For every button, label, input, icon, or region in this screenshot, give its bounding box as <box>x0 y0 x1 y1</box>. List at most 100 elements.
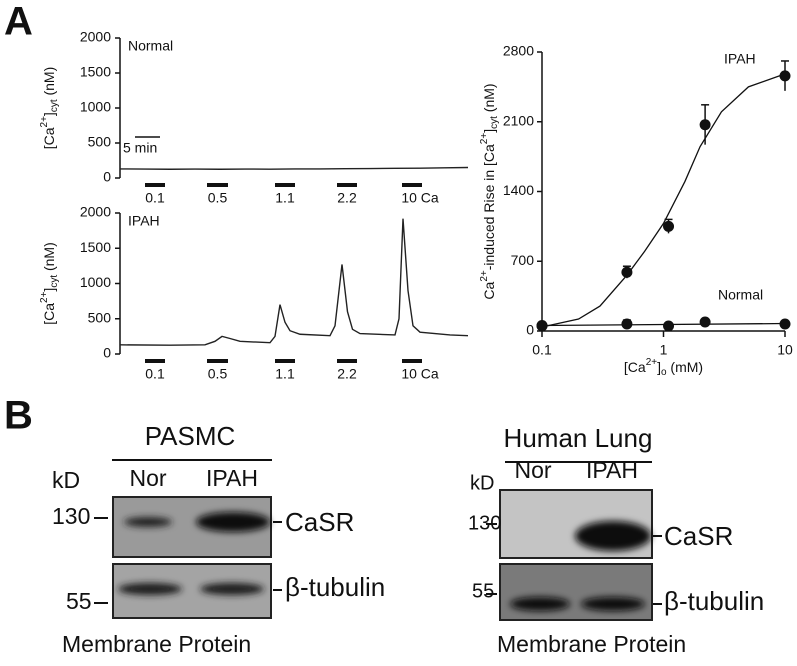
axis-label-part: [Ca <box>41 303 57 325</box>
data-point <box>699 119 711 131</box>
axis-label-part: (nM) <box>481 83 497 116</box>
stimulus-bar <box>402 359 422 363</box>
axis-label-part: [Ca <box>624 359 646 375</box>
y-tick-label: 1500 <box>80 64 111 80</box>
stimulus-label: 0.1 <box>145 366 165 382</box>
blot-membrane <box>499 563 653 621</box>
band <box>575 521 651 551</box>
axis-label-part: ] <box>657 359 661 375</box>
lane-label: Nor <box>129 465 166 491</box>
axis-label-part: ] <box>41 288 57 292</box>
panel-label: B <box>4 394 33 438</box>
band <box>200 583 264 595</box>
unit-label: kD <box>470 472 494 494</box>
unit-label: kD <box>52 467 80 493</box>
chart-title: Normal <box>128 38 173 54</box>
band <box>581 597 645 611</box>
x-tick-label: 10 <box>777 342 793 358</box>
data-point <box>536 320 548 332</box>
stimulus-bar <box>145 183 165 187</box>
blot-right: Human Lung kD Nor IPAH 130 55 CaSR β-tub… <box>468 423 764 657</box>
axis-label-part: o <box>661 367 667 378</box>
axis-label-part: cyt <box>489 116 500 129</box>
data-point <box>779 318 791 330</box>
lane-label: Nor <box>514 457 551 483</box>
y-tick-label: 0 <box>526 322 534 338</box>
panel-label: A <box>4 0 33 44</box>
y-tick-label: 0 <box>103 345 111 361</box>
band <box>124 517 172 527</box>
fit-curve <box>541 73 786 328</box>
stimulus-label: 10 Ca <box>401 366 439 382</box>
stimulus-label: 2.2 <box>337 190 357 206</box>
series-label: IPAH <box>724 51 756 67</box>
scale-bar-label: 5 min <box>123 140 157 156</box>
y-tick-label: 2000 <box>80 29 111 45</box>
lane-label: IPAH <box>586 457 638 483</box>
stimulus-bar <box>402 183 422 187</box>
data-point <box>621 266 633 278</box>
stimulus-bar <box>337 183 357 187</box>
axis-label-part: 2+ <box>39 291 50 303</box>
axis-label-part: 2+ <box>646 357 658 368</box>
stimulus-bar <box>207 359 228 363</box>
blot-title: Human Lung <box>504 423 653 453</box>
caption: Membrane Protein <box>497 631 686 657</box>
chart-title: IPAH <box>128 213 160 229</box>
y-tick-label: 1400 <box>503 182 534 198</box>
y-tick-label: 500 <box>88 309 112 325</box>
x-tick-label: 0.1 <box>532 342 552 358</box>
axis-label: [Ca2+]cyt (nM) <box>39 242 60 325</box>
stimulus-label: 0.5 <box>208 190 228 206</box>
trace <box>119 218 469 346</box>
protein-label: β-tubulin <box>664 586 764 616</box>
data-point <box>621 318 633 330</box>
stimulus-label: 0.5 <box>208 366 228 382</box>
data-point <box>699 316 711 328</box>
axis-label: [Ca2+]o (mM) <box>624 357 703 378</box>
y-tick-label: 1000 <box>80 274 111 290</box>
axis-label-part: ] <box>41 112 57 116</box>
axis-label-part: [Ca <box>41 127 57 149</box>
band <box>510 597 570 611</box>
series-label: Normal <box>718 287 763 303</box>
y-tick-label: 500 <box>88 134 112 150</box>
axis-label-part: cyt <box>49 275 60 288</box>
axis-label-part: -induced Rise in [Ca <box>481 144 497 270</box>
stimulus-label: 1.1 <box>275 366 295 382</box>
data-point <box>663 320 675 332</box>
axis-label-part: ] <box>481 129 497 133</box>
stimulus-bar <box>207 183 228 187</box>
protein-label: CaSR <box>285 507 354 537</box>
lane-label: IPAH <box>206 465 258 491</box>
y-tick-label: 0 <box>103 169 111 185</box>
blot-title: PASMC <box>145 421 236 451</box>
stimulus-label: 1.1 <box>275 190 295 206</box>
band <box>196 512 270 532</box>
stimulus-bar <box>275 183 295 187</box>
axis-label-part: 2+ <box>479 270 490 282</box>
axis-label: [Ca2+]cyt (nM) <box>39 67 60 150</box>
marker-label: 130 <box>468 512 501 534</box>
data-point <box>779 70 791 82</box>
protein-label: β-tubulin <box>285 572 385 602</box>
y-tick-label: 2800 <box>503 43 534 59</box>
blot-left: PASMC kD Nor IPAH 130 55 CaSR β-tubulin … <box>52 421 385 657</box>
axis-label: Ca2+-induced Rise in [Ca2+]cyt (nM) <box>479 83 500 299</box>
y-tick-label: 700 <box>511 252 535 268</box>
stimulus-bar <box>145 359 165 363</box>
stimulus-bar <box>275 359 295 363</box>
axis-label-part: (nM) <box>41 67 57 100</box>
caption: Membrane Protein <box>62 631 251 657</box>
axis-label-part: cyt <box>49 99 60 112</box>
axis-label-part: 2+ <box>39 116 50 128</box>
axis-label-part: 2+ <box>479 133 490 145</box>
stimulus-label: 0.1 <box>145 190 165 206</box>
axis-label-part: (nM) <box>41 242 57 275</box>
axis-label-part: (mM) <box>667 359 704 375</box>
y-tick-label: 2000 <box>80 204 111 220</box>
band <box>118 583 182 595</box>
axis-label-part: Ca <box>481 281 497 299</box>
